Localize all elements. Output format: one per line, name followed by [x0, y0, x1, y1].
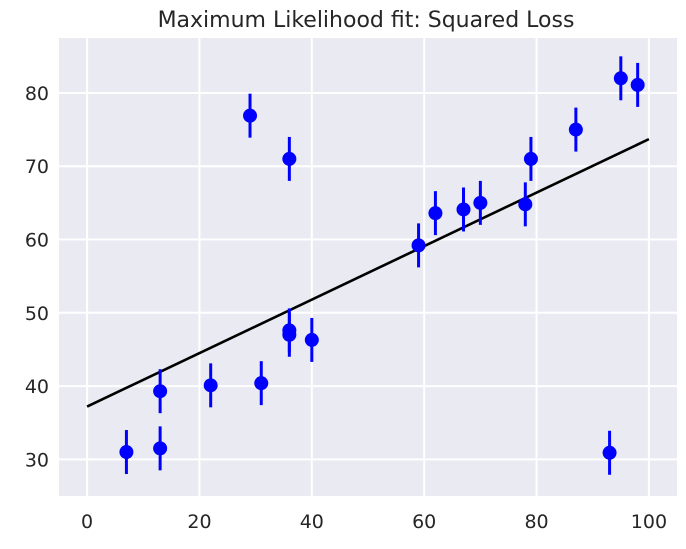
x-tick-label: 0 — [81, 511, 93, 533]
fit-line — [86, 137, 650, 408]
x-tick-label: 40 — [300, 511, 324, 533]
y-tick-label: 60 — [25, 230, 49, 252]
x-tick-label: 100 — [631, 511, 667, 533]
x-tick-label: 20 — [187, 511, 211, 533]
data-point — [411, 238, 426, 253]
y-tick-label: 30 — [25, 449, 49, 471]
data-point — [473, 195, 488, 210]
data-point — [630, 77, 645, 92]
data-point — [602, 445, 617, 460]
y-tick-label: 80 — [25, 83, 49, 105]
data-point — [243, 108, 258, 123]
data-point — [153, 384, 168, 399]
y-tick-label: 40 — [25, 376, 49, 398]
data-point — [203, 378, 218, 393]
x-tick-label: 60 — [412, 511, 436, 533]
data-point — [518, 197, 533, 212]
data-points — [119, 56, 645, 475]
data-point — [523, 151, 538, 166]
data-point — [613, 71, 628, 86]
data-point — [568, 122, 583, 137]
data-point — [119, 445, 134, 460]
data-point — [456, 202, 471, 217]
chart-title: Maximum Likelihood fit: Squared Loss — [158, 8, 575, 33]
data-point — [282, 151, 297, 166]
x-tick-label: 80 — [524, 511, 548, 533]
y-tick-label: 50 — [25, 303, 49, 325]
plot-area — [59, 38, 677, 496]
x-axis-ticks: 0 20 40 60 80 100 — [81, 511, 667, 533]
grid — [59, 38, 677, 496]
data-point — [282, 327, 297, 342]
data-point — [428, 206, 443, 221]
y-tick-label: 70 — [25, 156, 49, 178]
y-axis-ticks: 30 40 50 60 70 80 — [25, 83, 49, 471]
data-point — [153, 441, 168, 456]
fit-line-group — [86, 137, 650, 408]
data-point — [304, 332, 319, 347]
data-point — [254, 376, 269, 391]
